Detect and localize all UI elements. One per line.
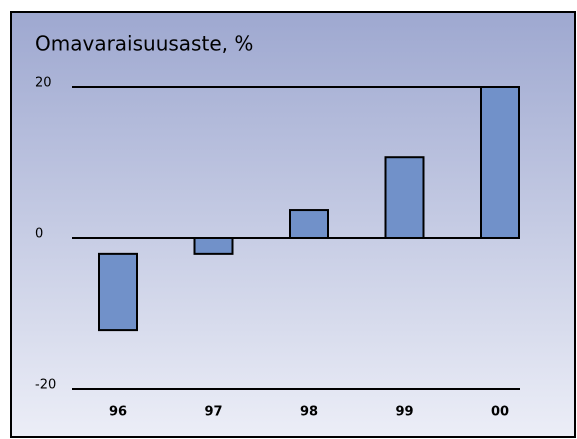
y-tick-label: -20 <box>35 378 56 393</box>
x-tick-label: 96 <box>109 405 127 420</box>
bar <box>289 209 329 240</box>
chart-title: Omavaraisuusaste, % <box>35 32 253 56</box>
x-tick-label: 00 <box>491 405 509 420</box>
x-tick-label: 98 <box>300 405 318 420</box>
y-tick-label: 20 <box>35 76 52 91</box>
bar <box>98 252 138 332</box>
y-tick-label: 0 <box>35 227 43 242</box>
x-tick-label: 99 <box>395 405 413 420</box>
x-tick-label: 97 <box>204 405 222 420</box>
bar <box>193 237 234 255</box>
bar <box>480 86 520 239</box>
bar <box>384 156 425 239</box>
